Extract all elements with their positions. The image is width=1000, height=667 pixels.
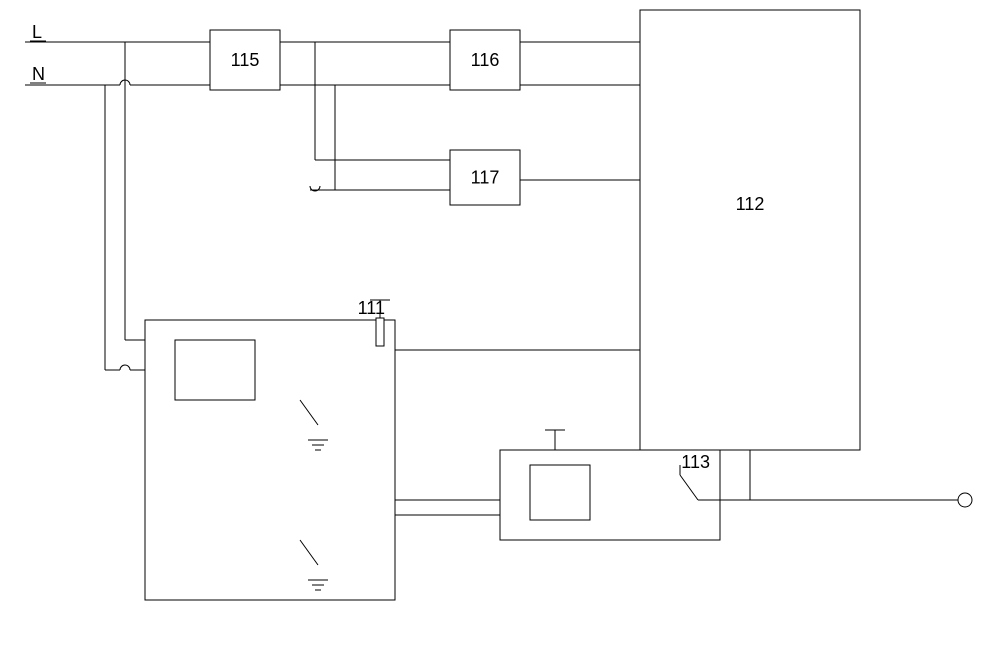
block-diagram: 112 115 116 117 111 113 L N [0, 0, 1000, 667]
block-b111_inner [175, 340, 255, 400]
block-b113_inner [530, 465, 590, 520]
block-label-b112: 112 [736, 194, 765, 214]
block-label-b113_outer: 113 [681, 452, 710, 472]
block-label-b111_outer: 111 [358, 298, 385, 318]
block-label-b117: 117 [471, 168, 500, 188]
block-b112 [640, 10, 860, 450]
block-label-b116: 116 [471, 50, 500, 70]
block-label-b115: 115 [231, 50, 260, 70]
resistor-r1 [376, 318, 384, 346]
label-L: L [32, 22, 42, 42]
wire-112-bottom-out [720, 450, 750, 500]
label-N: N [32, 64, 45, 84]
output-terminal [958, 493, 972, 507]
wire-jump-N-jump-111 [120, 365, 130, 370]
